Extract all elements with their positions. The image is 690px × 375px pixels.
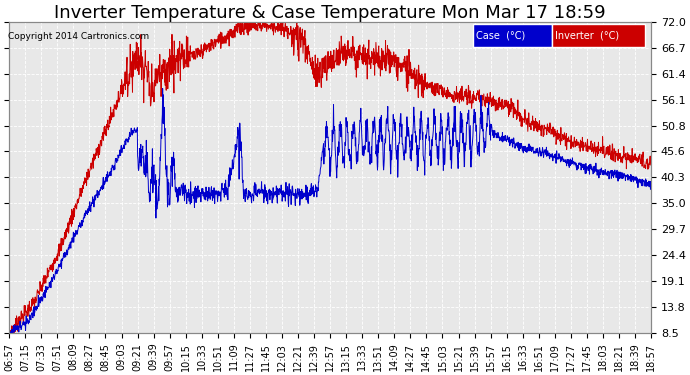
Text: Inverter  (°C): Inverter (°C)	[555, 30, 620, 40]
Text: Copyright 2014 Cartronics.com: Copyright 2014 Cartronics.com	[8, 32, 150, 41]
Title: Inverter Temperature & Case Temperature Mon Mar 17 18:59: Inverter Temperature & Case Temperature …	[55, 4, 606, 22]
Text: Case  (°C): Case (°C)	[476, 30, 525, 40]
